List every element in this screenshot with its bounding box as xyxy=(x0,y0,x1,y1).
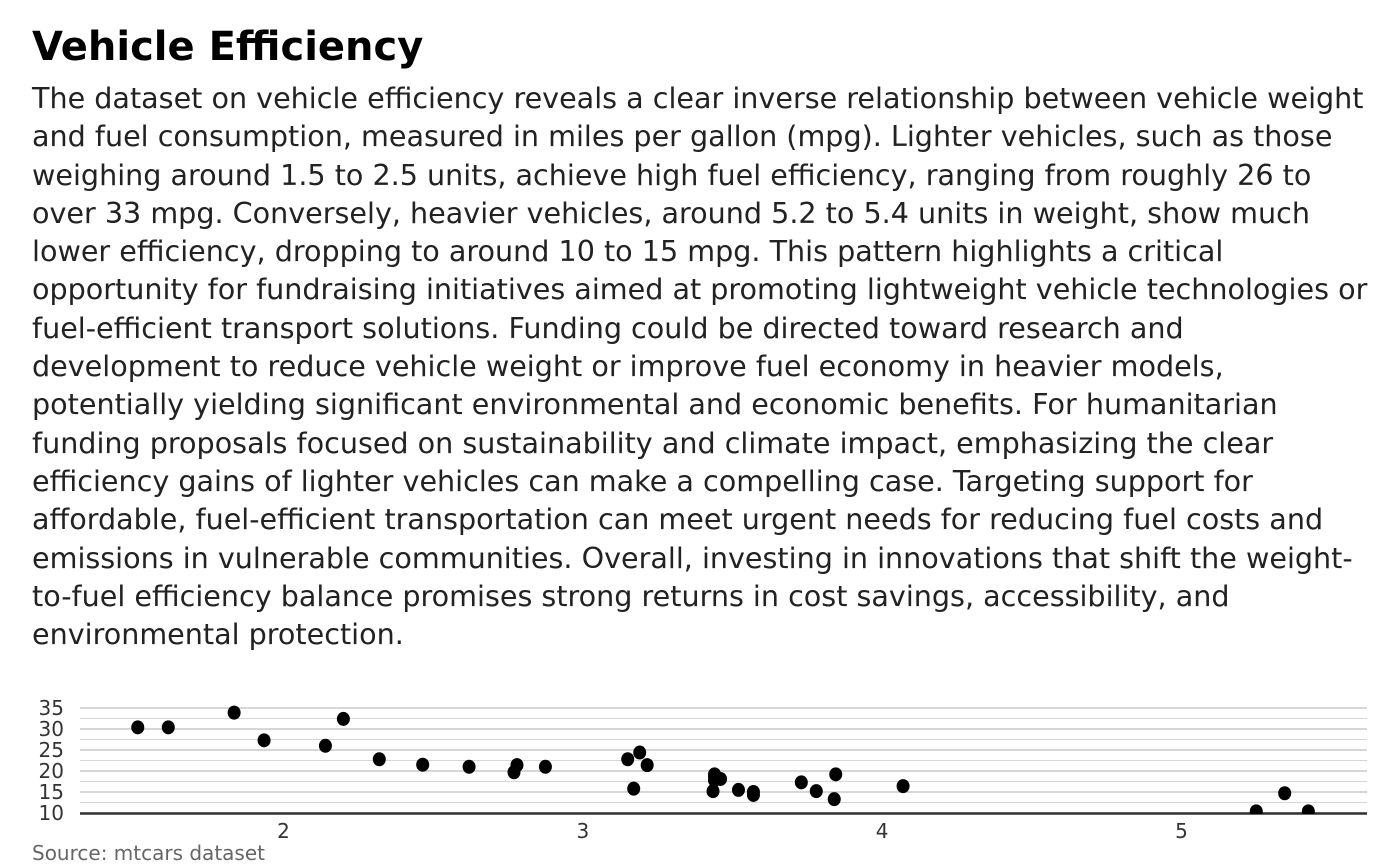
data-point xyxy=(827,792,841,807)
y-tick-label: 10 xyxy=(39,801,64,825)
data-point xyxy=(621,752,635,767)
data-point xyxy=(257,733,271,748)
data-point xyxy=(1301,804,1315,814)
data-point xyxy=(829,767,843,782)
data-point xyxy=(794,775,808,790)
data-point xyxy=(1278,786,1292,801)
y-tick-label: 20 xyxy=(39,759,64,783)
x-tick-label: 5 xyxy=(1175,819,1188,840)
data-point xyxy=(706,784,720,799)
data-point xyxy=(708,773,722,788)
chart-subtitle: The dataset on vehicle efficiency reveal… xyxy=(32,81,1368,652)
y-tick-label: 30 xyxy=(39,717,64,741)
data-point xyxy=(640,758,654,773)
x-axis: 2 3 4 5 xyxy=(80,812,1367,840)
chart-caption: Source: mtcars dataset xyxy=(32,841,265,865)
y-tick-label: 25 xyxy=(39,738,64,762)
chart-title: Vehicle Efficiency xyxy=(32,24,424,70)
gridlines xyxy=(80,707,1367,814)
x-tick-label: 4 xyxy=(876,819,889,840)
data-points xyxy=(131,705,1315,814)
data-point xyxy=(372,752,386,767)
x-tick-label: 3 xyxy=(576,819,589,840)
data-point xyxy=(131,720,145,735)
data-point xyxy=(462,759,476,774)
data-point xyxy=(510,758,524,773)
data-point xyxy=(746,785,760,799)
data-point xyxy=(633,745,647,760)
y-tick-label: 15 xyxy=(39,780,64,804)
data-point xyxy=(896,779,910,794)
data-point xyxy=(731,782,745,797)
x-tick-label: 2 xyxy=(277,819,290,840)
data-point xyxy=(416,757,430,772)
data-point xyxy=(627,781,641,796)
data-point xyxy=(809,784,823,799)
data-point xyxy=(538,759,552,774)
data-point xyxy=(161,720,175,735)
y-tick-label: 35 xyxy=(39,696,64,720)
data-point xyxy=(227,705,241,720)
data-point xyxy=(336,711,350,726)
data-point xyxy=(318,738,332,753)
data-point xyxy=(1249,804,1263,814)
